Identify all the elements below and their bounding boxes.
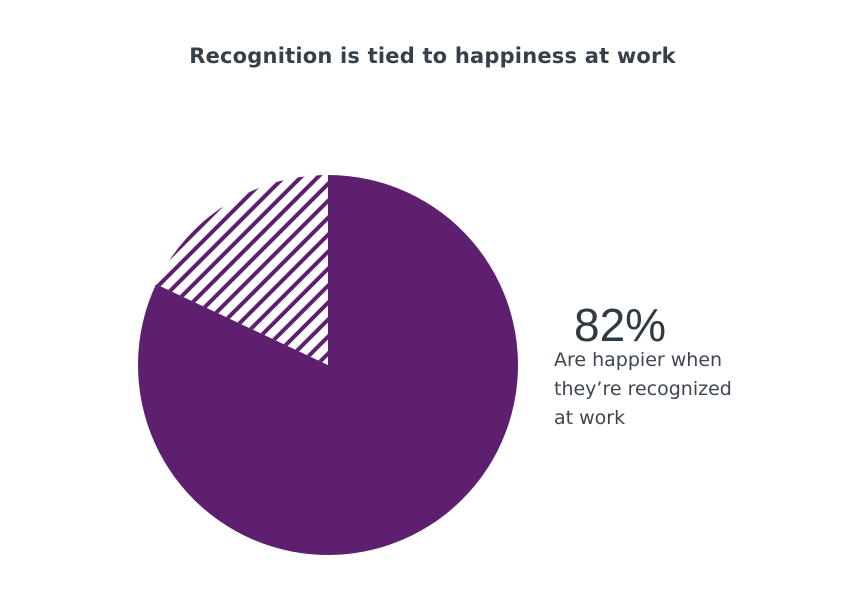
callout: 82% Are happier when they’re recognized …: [554, 300, 814, 433]
chart-title: Recognition is tied to happiness at work: [189, 44, 676, 68]
pie-slice-solid: [137, 175, 518, 555]
callout-value: 82%: [574, 299, 667, 351]
callout-line: Are happier when: [554, 349, 723, 371]
callout-description: Are happier when they’re recognized at w…: [554, 346, 814, 433]
callout-line: at work: [554, 407, 626, 429]
callout-line: they’re recognized: [554, 378, 732, 400]
pie-slice-hatched: [156, 175, 328, 365]
